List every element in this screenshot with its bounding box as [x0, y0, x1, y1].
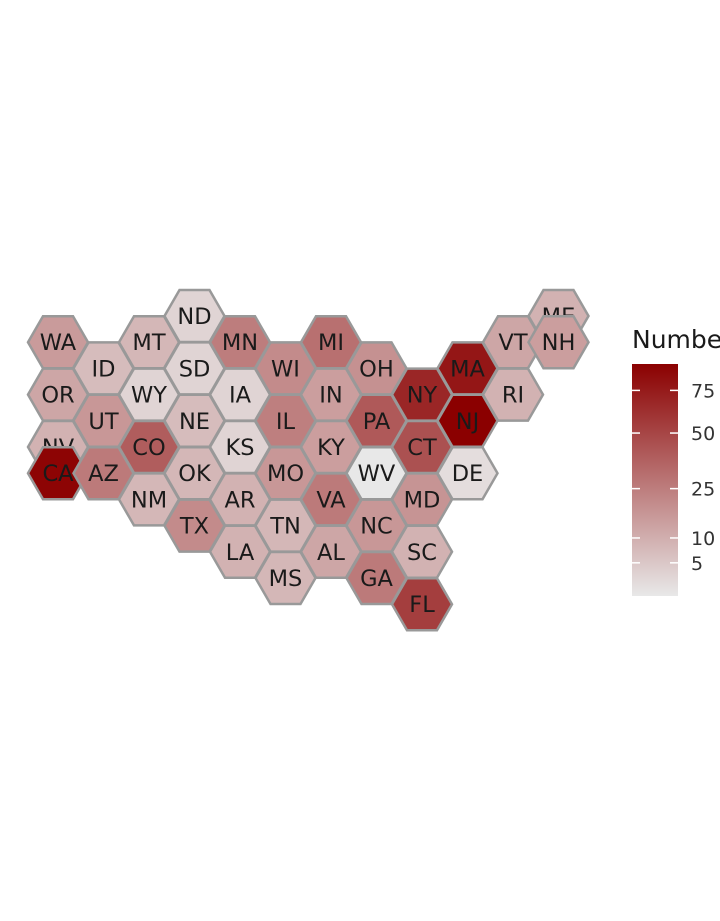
- legend-ticks: 5 10 25 50 75: [632, 380, 715, 575]
- state-label: IA: [229, 383, 252, 409]
- state-hexagon: [26, 445, 90, 501]
- state-hex-wv: WV: [345, 445, 408, 501]
- state-label: CO: [132, 435, 165, 461]
- state-label: NJ: [456, 409, 479, 435]
- state-hex-fl: FL: [390, 576, 454, 632]
- state-label: OR: [41, 383, 74, 409]
- state-label: RI: [502, 383, 524, 409]
- state-label: VA: [316, 487, 346, 513]
- state-label: NE: [179, 409, 210, 435]
- state-hex-ok: OK: [163, 445, 226, 501]
- legend-tick-label: 10: [691, 528, 715, 550]
- state-label: WI: [271, 356, 300, 382]
- state-hex-nh: NH: [527, 314, 590, 370]
- state-label: IN: [319, 383, 342, 409]
- state-label: CT: [407, 435, 437, 461]
- state-hexagon: [254, 550, 317, 606]
- state-hex-ny: NY: [390, 367, 454, 422]
- state-label: MD: [404, 487, 441, 513]
- state-label: CA: [42, 461, 74, 487]
- state-label: KY: [317, 435, 345, 461]
- state-label: PA: [363, 409, 391, 435]
- state-label: WY: [131, 383, 167, 409]
- state-label: UT: [88, 409, 118, 435]
- state-hex-la: LA: [208, 524, 272, 580]
- state-label: LA: [226, 540, 255, 566]
- state-label: MO: [267, 461, 304, 487]
- state-label: MN: [222, 330, 258, 356]
- state-hex-nc: NC: [345, 498, 408, 553]
- legend-title: Number: [632, 325, 720, 354]
- state-hex-va: VA: [299, 472, 363, 527]
- state-hex-ms: MS: [254, 550, 317, 606]
- state-label: MT: [132, 330, 165, 356]
- state-hex-ks: KS: [208, 419, 272, 475]
- state-hex-nm: NM: [117, 472, 181, 527]
- state-label: GA: [360, 566, 393, 592]
- state-label: DE: [452, 461, 484, 487]
- state-hex-ga: GA: [345, 550, 408, 606]
- state-label: SC: [407, 540, 437, 566]
- state-label: KS: [225, 435, 254, 461]
- state-label: MI: [318, 330, 344, 356]
- state-hex-co: CO: [117, 419, 181, 475]
- state-label: AZ: [88, 461, 119, 487]
- state-hex-or: OR: [26, 367, 90, 422]
- state-label: VT: [498, 330, 527, 356]
- state-label: TN: [269, 514, 301, 540]
- state-label: AR: [224, 487, 255, 513]
- state-label: NH: [542, 330, 576, 356]
- legend-tick-label: 50: [691, 423, 715, 445]
- state-hex-mi: MI: [299, 314, 363, 370]
- state-label: TX: [179, 514, 209, 540]
- state-hexagons: MEVTNHNDWAMTMNMIIDSDWIOHMAORWYIAINNYRIUT…: [26, 288, 590, 632]
- state-label: ND: [177, 304, 211, 330]
- state-label: OK: [178, 461, 212, 487]
- state-hex-sd: SD: [163, 341, 226, 396]
- state-hex-ne: NE: [163, 393, 226, 449]
- state-label: AL: [317, 540, 345, 566]
- state-hexagon: [527, 314, 590, 370]
- state-hex-wy: WY: [117, 367, 181, 422]
- state-label: NM: [131, 487, 167, 513]
- state-label: FL: [409, 592, 435, 618]
- color-legend: Number 5 10 25 50 75: [632, 325, 720, 596]
- state-hex-de: DE: [436, 445, 499, 501]
- state-label: WA: [40, 330, 77, 356]
- state-hex-ca: CA: [26, 445, 90, 501]
- state-label: NY: [407, 383, 438, 409]
- state-label: ID: [92, 356, 116, 382]
- state-label: SD: [179, 356, 211, 382]
- state-label: MA: [450, 356, 485, 382]
- state-label: MS: [269, 566, 303, 592]
- state-label: WV: [358, 461, 396, 487]
- state-hex-pa: PA: [345, 393, 408, 449]
- legend-colorbar: [632, 364, 678, 596]
- state-hex-mn: MN: [208, 314, 272, 370]
- state-hex-nd: ND: [163, 288, 226, 344]
- legend-tick-label: 25: [691, 479, 715, 501]
- state-label: OH: [359, 356, 394, 382]
- state-label: NC: [360, 514, 393, 540]
- state-label: IL: [276, 409, 296, 435]
- state-hexagon: [390, 576, 454, 632]
- state-hex-vt: VT: [481, 314, 545, 370]
- legend-tick-label: 5: [691, 553, 703, 575]
- legend-tick-label: 75: [691, 380, 715, 402]
